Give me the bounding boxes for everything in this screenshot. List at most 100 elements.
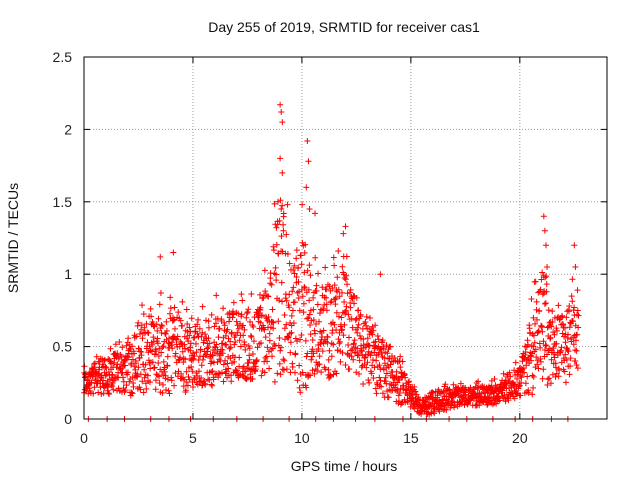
data-point [250,323,257,330]
data-point [418,411,425,418]
data-point [188,315,195,322]
data-point [281,311,288,318]
data-point [102,372,109,379]
data-point [394,386,401,393]
data-point [235,310,242,317]
data-point [103,364,110,371]
data-point [277,347,284,354]
data-point [167,310,174,317]
data-point [272,264,279,271]
data-point [174,333,181,340]
data-point [258,372,265,379]
data-point [293,274,300,281]
data-point [121,357,128,364]
data-point [264,344,271,351]
data-point [346,366,353,373]
data-point [283,321,290,328]
data-point [210,376,217,383]
data-point [264,358,271,365]
data-point [307,372,314,379]
data-point [507,373,514,380]
data-point [301,269,308,276]
data-point [321,301,328,308]
data-point [571,242,578,249]
data-point [345,342,352,349]
data-point [211,323,218,330]
data-point [310,350,317,357]
data-point [530,343,537,350]
data-point [175,309,182,316]
data-point [208,311,215,318]
data-point [154,372,161,379]
data-point [335,247,342,254]
data-point [191,376,198,383]
data-point [575,324,582,331]
data-point [110,386,117,393]
data-point [441,403,448,410]
data-point [570,341,577,348]
data-point [547,380,554,387]
data-point [91,360,98,367]
data-point [295,294,302,301]
data-point [309,346,316,353]
data-point [86,385,93,392]
data-point [233,367,240,374]
data-point [345,334,352,341]
data-point [385,355,392,362]
data-point [558,344,565,351]
data-point [139,335,146,342]
data-point [354,329,361,336]
data-point [122,352,129,359]
data-point [291,299,298,306]
data-point [198,374,205,381]
data-point [550,345,557,352]
x-tick-label: 15 [403,430,419,446]
data-point [205,318,212,325]
data-point [177,354,184,361]
data-point [283,231,290,238]
data-point [573,347,580,354]
data-point [248,291,255,298]
data-point [278,233,285,240]
data-point [159,344,166,351]
data-point [206,340,213,347]
data-point [204,348,211,355]
data-point [268,281,275,288]
data-point [261,267,268,274]
data-point [310,294,317,301]
data-point [283,297,290,304]
data-point [378,383,385,390]
data-point [131,363,138,370]
data-point [267,280,274,287]
data-point [338,314,345,321]
data-point [288,329,295,336]
data-point [109,372,116,379]
data-point [183,368,190,375]
data-point [330,341,337,348]
data-point [319,348,326,355]
data-point [215,374,222,381]
data-point [275,318,282,325]
data-point [467,384,474,391]
data-point [379,337,386,344]
data-point [311,370,318,377]
data-point [491,376,498,383]
data-point [552,364,559,371]
data-point [554,327,561,334]
data-point [231,341,238,348]
data-point [163,387,170,394]
data-point [559,330,566,337]
data-point [245,306,252,313]
data-point [213,320,220,327]
data-point [286,260,293,267]
data-point [372,322,379,329]
data-point [404,399,411,406]
data-point [364,359,371,366]
data-point [344,281,351,288]
data-point [562,351,569,358]
data-point [191,334,198,341]
data-point [139,378,146,385]
data-point [314,270,321,277]
data-point [316,361,323,368]
data-point [561,324,568,331]
